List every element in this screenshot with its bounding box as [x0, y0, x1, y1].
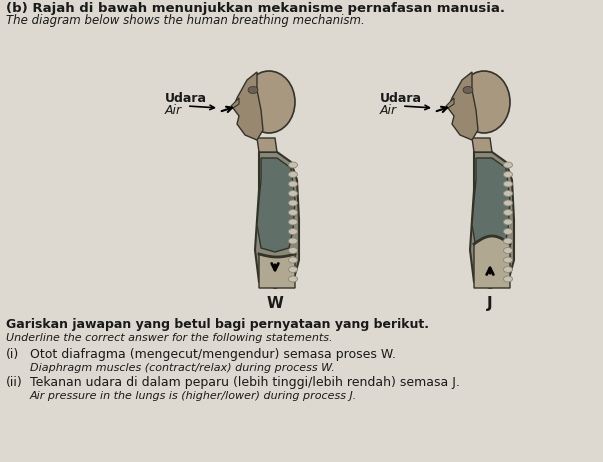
Text: J: J	[487, 296, 493, 311]
Text: Air: Air	[380, 104, 397, 117]
Polygon shape	[233, 72, 263, 140]
Text: W: W	[267, 296, 283, 311]
Ellipse shape	[504, 200, 513, 206]
Polygon shape	[472, 138, 492, 152]
Ellipse shape	[288, 162, 297, 168]
Ellipse shape	[288, 248, 297, 254]
Ellipse shape	[504, 162, 513, 168]
Ellipse shape	[288, 276, 297, 282]
Ellipse shape	[504, 257, 513, 263]
Polygon shape	[470, 152, 514, 288]
Ellipse shape	[504, 229, 513, 235]
Ellipse shape	[288, 257, 297, 263]
Polygon shape	[257, 138, 277, 152]
Ellipse shape	[504, 190, 513, 196]
Polygon shape	[257, 158, 295, 252]
Ellipse shape	[288, 219, 297, 225]
Polygon shape	[472, 158, 510, 252]
Text: (ii): (ii)	[6, 376, 23, 389]
Ellipse shape	[463, 86, 473, 93]
Ellipse shape	[504, 181, 513, 187]
Ellipse shape	[288, 267, 297, 273]
Polygon shape	[474, 236, 510, 288]
Ellipse shape	[504, 248, 513, 254]
Text: Tekanan udara di dalam peparu (lebih tinggi/lebih rendah) semasa J.: Tekanan udara di dalam peparu (lebih tin…	[30, 376, 460, 389]
Ellipse shape	[504, 238, 513, 244]
Ellipse shape	[288, 229, 297, 235]
Ellipse shape	[504, 276, 513, 282]
Ellipse shape	[288, 190, 297, 196]
Polygon shape	[259, 254, 295, 288]
Ellipse shape	[504, 219, 513, 225]
Ellipse shape	[504, 171, 513, 177]
Ellipse shape	[504, 209, 513, 215]
Ellipse shape	[288, 171, 297, 177]
Ellipse shape	[288, 181, 297, 187]
Text: Gariskan jawapan yang betul bagi pernyataan yang berikut.: Gariskan jawapan yang betul bagi pernyat…	[6, 318, 429, 331]
Ellipse shape	[458, 71, 510, 133]
Ellipse shape	[288, 209, 297, 215]
Text: Otot diafragma (mengecut/mengendur) semasa proses W.: Otot diafragma (mengecut/mengendur) sema…	[30, 348, 396, 361]
Ellipse shape	[288, 238, 297, 244]
Text: Udara: Udara	[165, 92, 207, 105]
Ellipse shape	[504, 267, 513, 273]
Text: Udara: Udara	[380, 92, 422, 105]
Text: Diaphragm muscles (contract/relax) during process W.: Diaphragm muscles (contract/relax) durin…	[30, 363, 335, 373]
Polygon shape	[231, 98, 239, 108]
Ellipse shape	[288, 200, 297, 206]
Ellipse shape	[248, 86, 258, 93]
Text: The diagram below shows the human breathing mechanism.: The diagram below shows the human breath…	[6, 14, 365, 27]
Text: (b) Rajah di bawah menunjukkan mekanisme pernafasan manusia.: (b) Rajah di bawah menunjukkan mekanisme…	[6, 2, 505, 15]
Ellipse shape	[243, 71, 295, 133]
Polygon shape	[448, 72, 478, 140]
Polygon shape	[446, 98, 454, 108]
Polygon shape	[255, 152, 299, 288]
Text: Underline the correct answer for the following statements.: Underline the correct answer for the fol…	[6, 333, 332, 343]
Text: Air pressure in the lungs is (higher/lower) during process J.: Air pressure in the lungs is (higher/low…	[30, 391, 357, 401]
Text: Air: Air	[165, 104, 182, 117]
Text: (i): (i)	[6, 348, 19, 361]
